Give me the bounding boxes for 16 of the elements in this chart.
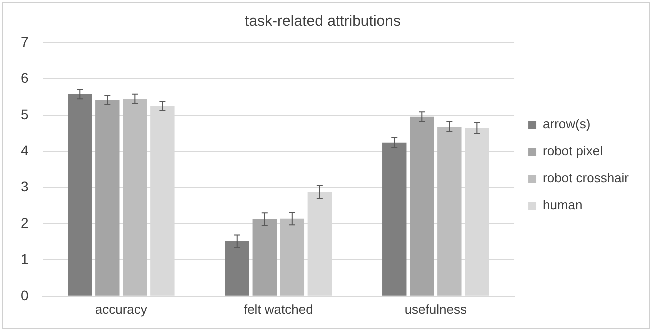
x-tick-label: felt watched: [244, 302, 314, 317]
legend-label: robot crosshair: [543, 170, 630, 186]
x-tick-label: usefulness: [404, 302, 468, 317]
x-tick-label: accuracy: [95, 302, 148, 317]
chart-title: task-related attributions: [245, 13, 401, 30]
y-tick-label: 1: [20, 251, 29, 268]
y-tick-label: 6: [20, 70, 29, 86]
y-tick-label: 7: [20, 34, 29, 50]
legend-label: human: [543, 198, 583, 213]
y-tick-label: 4: [20, 142, 29, 158]
y-tick-label: 2: [20, 214, 29, 231]
y-tick-label: 5: [20, 106, 29, 122]
legend-label: arrow(s): [543, 116, 591, 132]
y-tick-label: 0: [20, 287, 29, 304]
y-tick-label: 3: [20, 178, 29, 195]
legend-label: robot pixel: [543, 144, 604, 159]
